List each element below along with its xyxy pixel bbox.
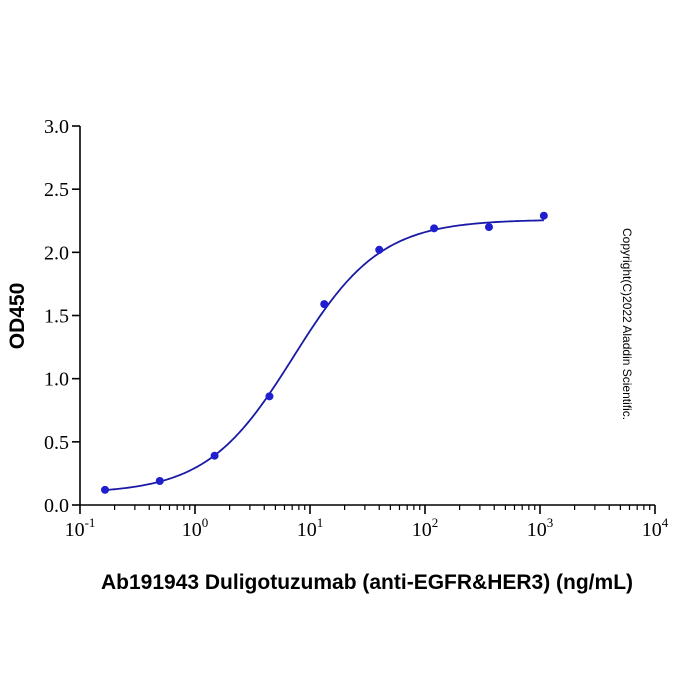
data-point [484, 223, 493, 232]
x-tick-label: 100 [182, 515, 209, 541]
x-tick-label: 102 [412, 515, 439, 541]
data-point [375, 245, 384, 254]
copyright-annotation: Copyright(C)2022 Aladdin Scientific. [620, 228, 634, 420]
y-tick-label: 1.5 [44, 306, 69, 328]
y-axis-title: OD450 [6, 283, 29, 350]
x-tick-label: 10-1 [65, 515, 96, 541]
data-point [155, 476, 164, 485]
fit-curve-layer [104, 219, 544, 492]
y-tick-label: 0.0 [44, 495, 69, 517]
y-tick-label: 3.0 [44, 116, 69, 138]
fit-curve [104, 219, 544, 492]
data-point [101, 485, 110, 494]
x-tick-label: 104 [642, 515, 669, 541]
x-axis-title: Ab191943 Duligotuzumab (anti-EGFR&HER3) … [101, 571, 633, 594]
data-points-layer [101, 211, 548, 494]
y-tick-label: 1.0 [44, 369, 69, 391]
data-point [539, 211, 548, 220]
data-point [320, 300, 329, 309]
axes: 0.0 0.5 1.0 1.5 2.0 2.5 3.0 10-1 100 101 102 103 104 [44, 116, 669, 541]
x-tick-label: 101 [297, 515, 324, 541]
y-tick-label: 2.0 [44, 242, 69, 264]
data-point [210, 451, 219, 460]
data-point [265, 392, 274, 401]
x-tick-label: 103 [527, 515, 554, 541]
data-point [430, 224, 439, 233]
y-tick-label: 0.5 [44, 432, 69, 454]
y-tick-label: 2.5 [44, 179, 69, 201]
